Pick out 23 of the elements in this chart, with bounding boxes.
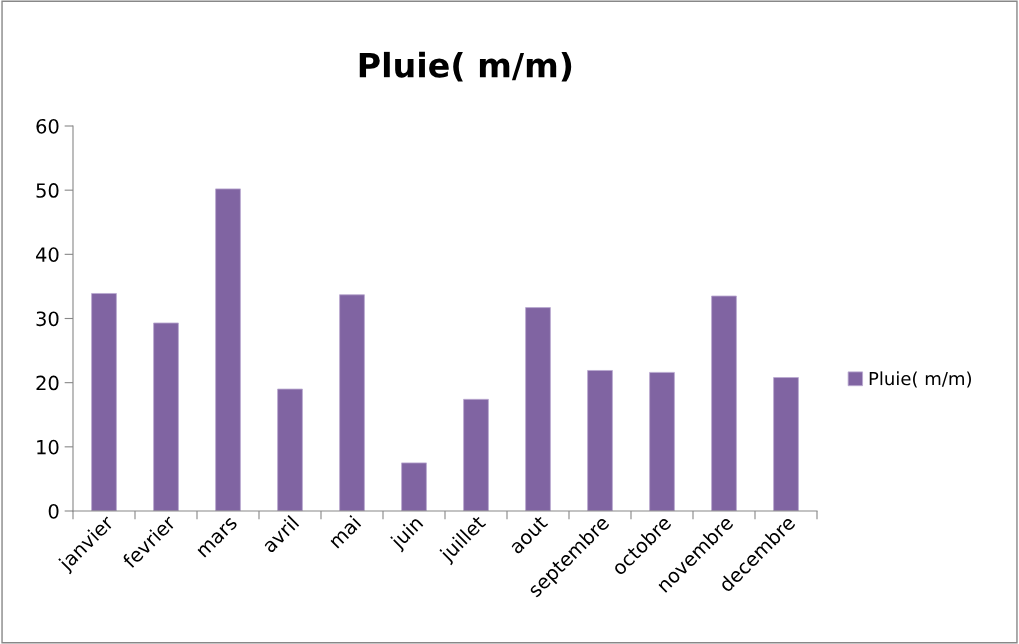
y-tick-label: 50	[36, 183, 59, 198]
bar	[277, 388, 303, 511]
bar	[401, 462, 427, 511]
bar	[525, 307, 551, 511]
y-tick-label: 40	[36, 247, 59, 262]
bar	[649, 371, 675, 511]
bar	[711, 295, 737, 511]
y-tick-label: 20	[36, 375, 59, 391]
y-tick-label: 60	[36, 118, 59, 134]
y-tick-label: 0	[48, 503, 59, 519]
bar	[153, 322, 179, 511]
y-tick-label: 10	[37, 439, 59, 455]
chart-title: Pluie( m/m)	[359, 51, 572, 82]
legend-label: Pluie( m/m)	[869, 371, 971, 388]
bar	[215, 188, 241, 511]
bar	[91, 293, 117, 511]
bar	[587, 370, 613, 511]
bar	[339, 294, 365, 511]
bar	[773, 377, 799, 511]
y-tick-label: 30	[36, 311, 59, 327]
x-tick-label: mai	[327, 515, 362, 549]
x-tick-label: juin	[388, 514, 427, 553]
bar	[463, 398, 489, 511]
